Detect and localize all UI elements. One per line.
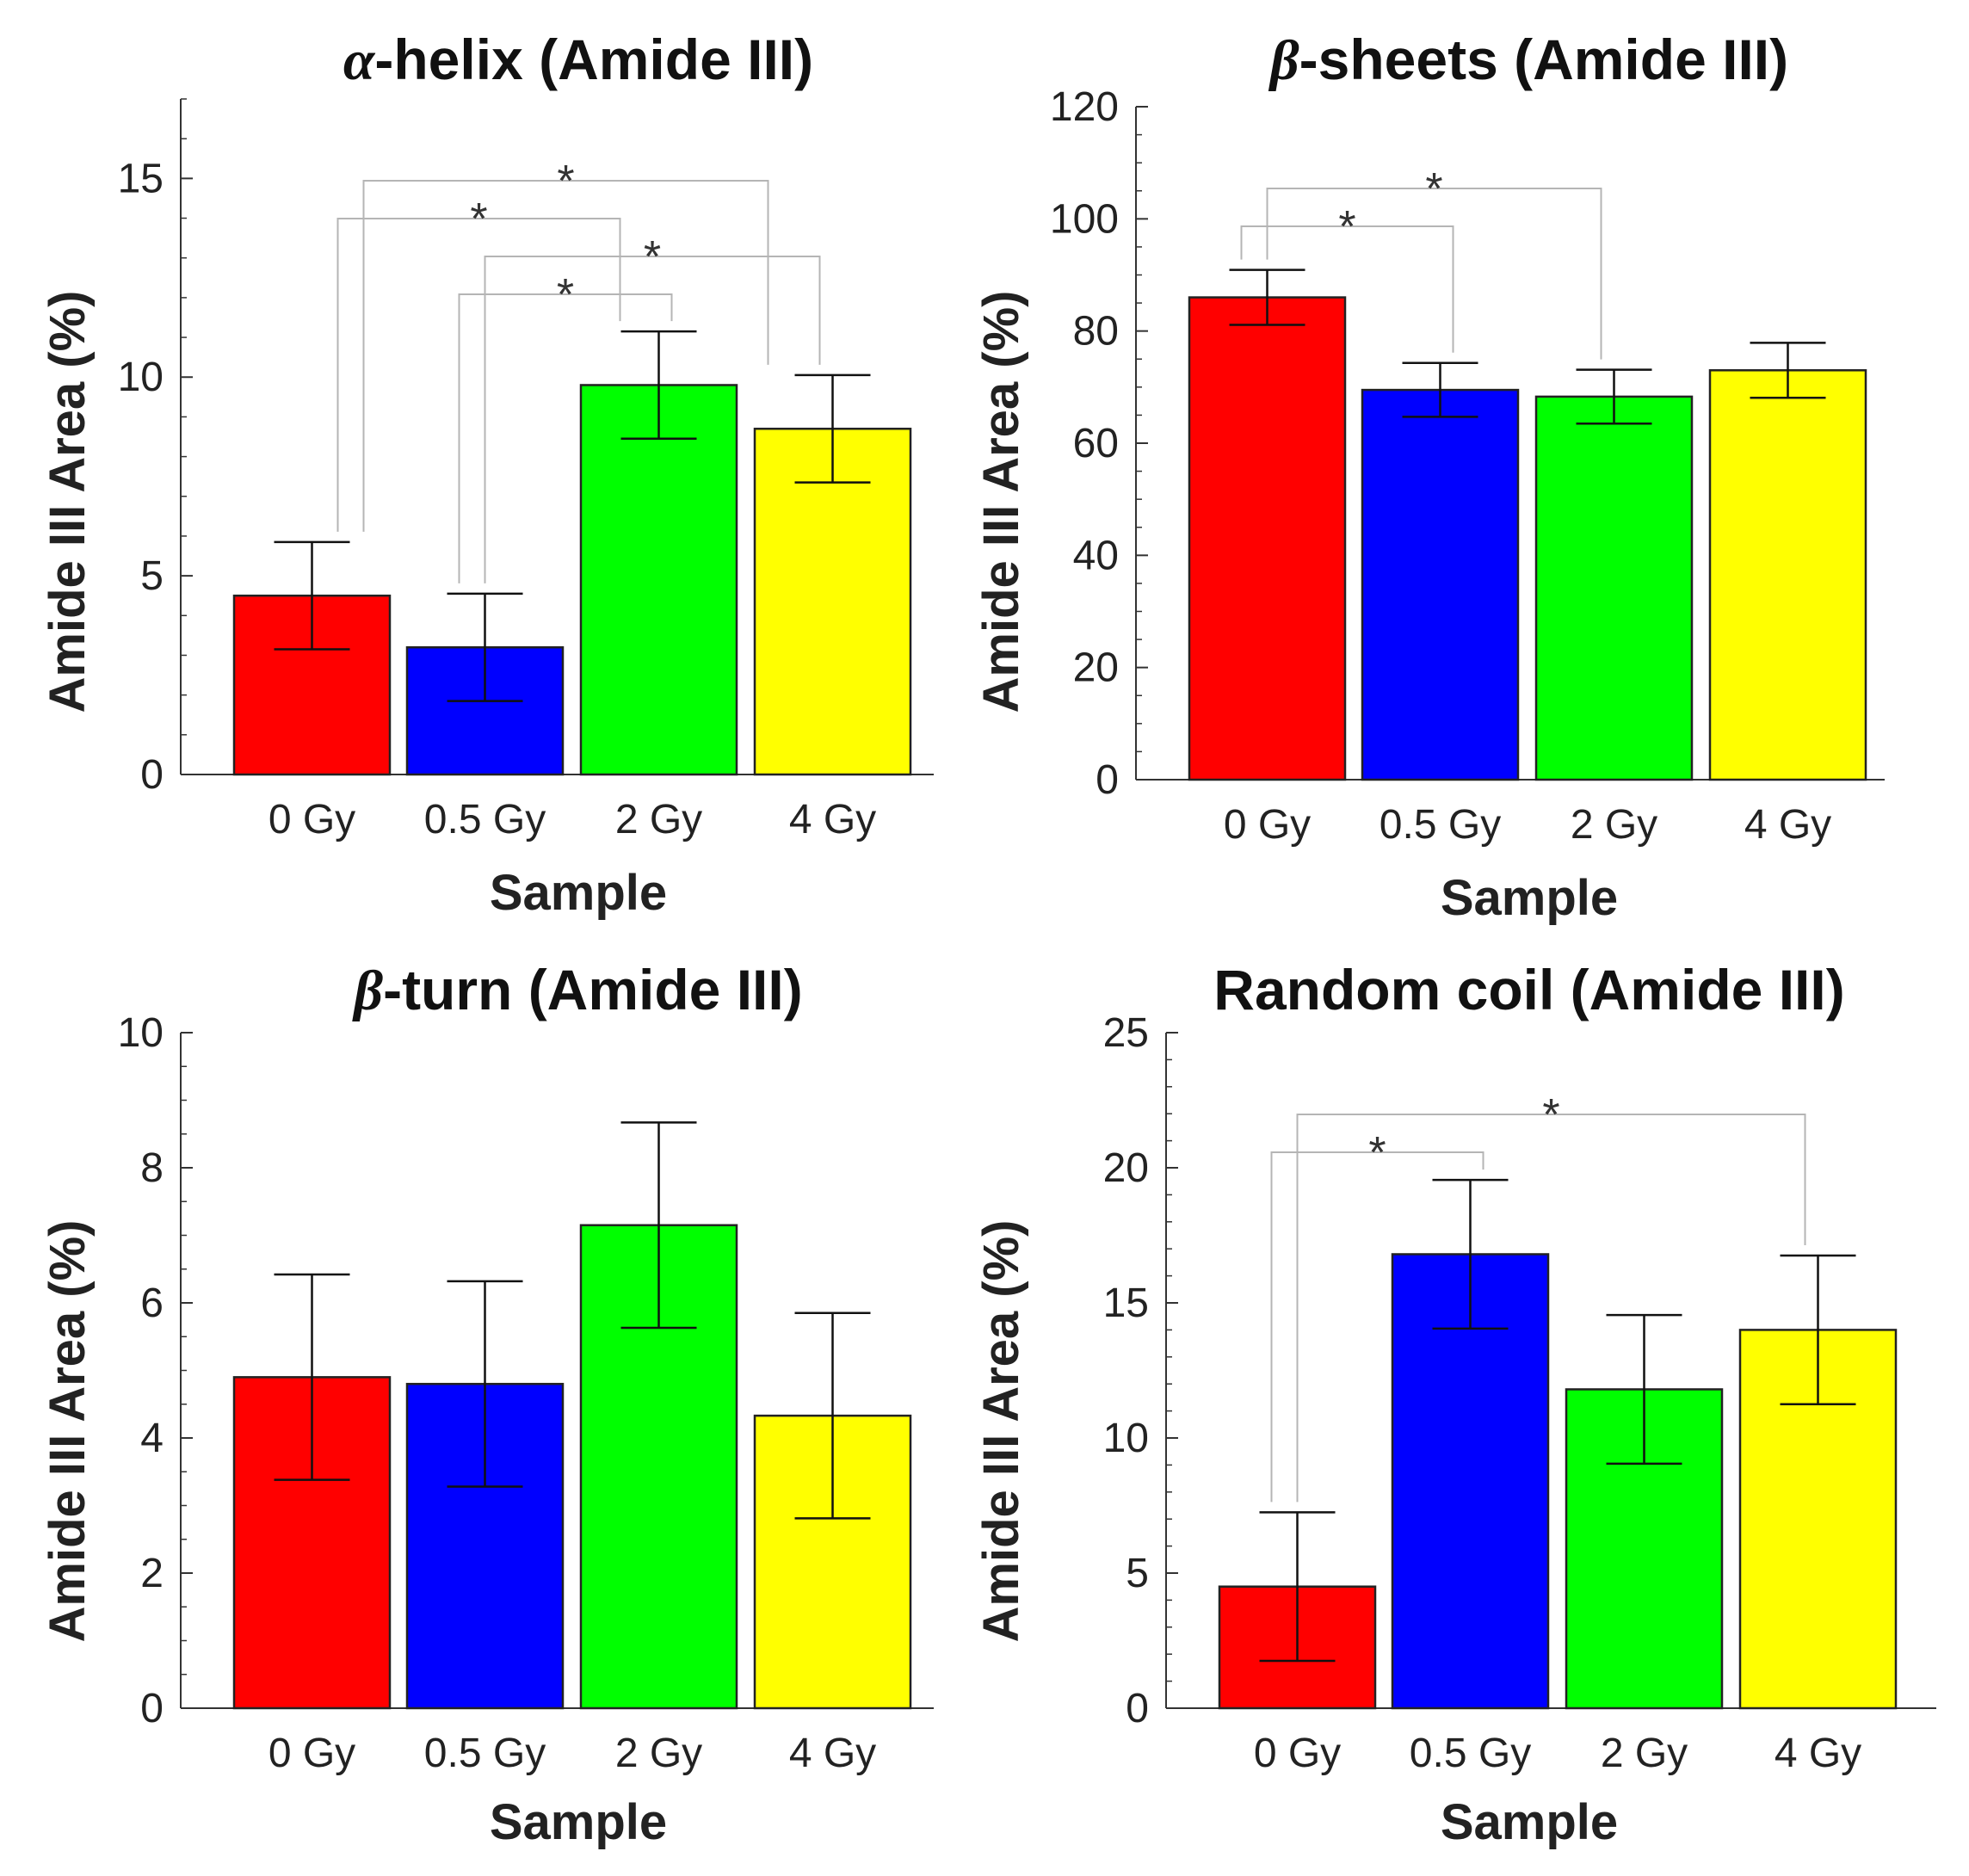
y-tick-label: 0 bbox=[1126, 1686, 1149, 1731]
title-greek: β bbox=[351, 960, 383, 1022]
x-tick-label: 2 Gy bbox=[1601, 1731, 1688, 1776]
significance-bracket bbox=[1266, 188, 1602, 360]
significance-bracket bbox=[336, 218, 621, 532]
y-tick-label: 5 bbox=[1126, 1551, 1149, 1596]
y-tick-label: 20 bbox=[1103, 1145, 1149, 1191]
bar bbox=[1391, 1253, 1550, 1710]
y-axis-label: Amide III Area (%) bbox=[973, 1220, 1029, 1643]
significance-star: * bbox=[1338, 202, 1355, 252]
x-tick-label: 0 Gy bbox=[1254, 1731, 1341, 1776]
x-tick-label: 2 Gy bbox=[615, 797, 702, 842]
y-tick-label: 4 bbox=[140, 1416, 164, 1461]
panel-alpha-helix: α-helix (Amide III) Amide III Area (%) S… bbox=[40, 28, 934, 921]
chart-title: α-helix (Amide III) bbox=[343, 28, 813, 92]
significance-star: * bbox=[557, 270, 574, 320]
y-tick-label: 2 bbox=[140, 1551, 164, 1596]
significance-star: * bbox=[1542, 1090, 1559, 1140]
bar bbox=[1188, 296, 1347, 781]
significance-bracket bbox=[1270, 1151, 1484, 1503]
y-axis-label: Amide III Area (%) bbox=[40, 1220, 96, 1643]
significance-bracket bbox=[362, 180, 769, 532]
y-tick-label: 8 bbox=[140, 1145, 164, 1191]
title-greek: α bbox=[343, 29, 376, 92]
x-tick-label: 2 Gy bbox=[615, 1731, 702, 1776]
y-tick-label: 15 bbox=[118, 156, 164, 201]
chart-title: β-sheets (Amide III) bbox=[1268, 28, 1788, 92]
y-tick-label: 10 bbox=[1103, 1416, 1149, 1461]
significance-bracket bbox=[458, 293, 673, 583]
y-tick-label: 20 bbox=[1073, 645, 1119, 691]
x-axis-label: Sample bbox=[1441, 870, 1618, 926]
y-tick-label: 120 bbox=[1050, 84, 1119, 130]
x-tick-label: 0 Gy bbox=[268, 797, 355, 842]
significance-star: * bbox=[644, 232, 661, 282]
panel-beta-turn: β-turn (Amide III) Amide III Area (%) Sa… bbox=[40, 958, 934, 1850]
x-tick-label: 4 Gy bbox=[789, 1731, 876, 1776]
x-tick-label: 0.5 Gy bbox=[424, 797, 546, 842]
chart-title: β-turn (Amide III) bbox=[351, 958, 802, 1022]
significance-star: * bbox=[557, 157, 574, 207]
title-text: -turn (Amide III) bbox=[383, 958, 803, 1021]
y-tick-label: 15 bbox=[1103, 1280, 1149, 1326]
x-tick-label: 0 Gy bbox=[268, 1731, 355, 1776]
significance-bracket bbox=[1240, 225, 1454, 353]
y-tick-label: 10 bbox=[118, 1010, 164, 1056]
bar bbox=[579, 384, 738, 776]
x-tick-label: 0.5 Gy bbox=[1380, 802, 1501, 848]
y-tick-label: 60 bbox=[1073, 421, 1119, 466]
y-tick-label: 0 bbox=[140, 752, 164, 798]
y-tick-label: 6 bbox=[140, 1280, 164, 1326]
x-tick-label: 4 Gy bbox=[1775, 1731, 1861, 1776]
x-axis-label: Sample bbox=[490, 865, 667, 921]
y-tick-label: 40 bbox=[1073, 533, 1119, 578]
y-tick-label: 0 bbox=[1096, 757, 1119, 803]
x-tick-label: 4 Gy bbox=[1744, 802, 1831, 848]
chart-title: Random coil (Amide III) bbox=[1213, 958, 1844, 1021]
panel-beta-sheets: β-sheets (Amide III) Amide III Area (%) … bbox=[973, 28, 1885, 926]
significance-bracket bbox=[1296, 1114, 1806, 1503]
y-axis-label: Amide III Area (%) bbox=[40, 291, 96, 713]
title-greek: β bbox=[1268, 29, 1299, 92]
significance-star: * bbox=[1368, 1128, 1386, 1178]
bar bbox=[753, 428, 912, 776]
y-tick-label: 5 bbox=[140, 553, 164, 599]
significance-star: * bbox=[470, 194, 487, 244]
significance-star: * bbox=[1425, 164, 1442, 214]
x-tick-label: 2 Gy bbox=[1571, 802, 1657, 848]
bar bbox=[1708, 369, 1867, 781]
title-text: -helix (Amide III) bbox=[374, 28, 813, 91]
x-tick-label: 0.5 Gy bbox=[424, 1731, 546, 1776]
title-text: -sheets (Amide III) bbox=[1299, 28, 1788, 91]
x-axis-label: Sample bbox=[490, 1794, 667, 1850]
bar bbox=[1361, 388, 1520, 781]
y-tick-label: 10 bbox=[118, 355, 164, 400]
x-tick-label: 0.5 Gy bbox=[1410, 1731, 1531, 1776]
y-tick-label: 0 bbox=[140, 1686, 164, 1731]
x-axis-label: Sample bbox=[1441, 1794, 1618, 1850]
y-tick-label: 25 bbox=[1103, 1010, 1149, 1056]
bar bbox=[1565, 1388, 1724, 1710]
x-tick-label: 0 Gy bbox=[1224, 802, 1311, 848]
bar bbox=[1534, 395, 1694, 781]
y-tick-label: 80 bbox=[1073, 309, 1119, 355]
significance-bracket bbox=[484, 256, 821, 583]
x-tick-label: 4 Gy bbox=[789, 797, 876, 842]
panel-random-coil: Random coil (Amide III) Amide III Area (… bbox=[973, 958, 1936, 1850]
title-text: Random coil (Amide III) bbox=[1213, 958, 1844, 1021]
y-tick-label: 100 bbox=[1050, 196, 1119, 242]
y-axis-label: Amide III Area (%) bbox=[973, 291, 1029, 713]
